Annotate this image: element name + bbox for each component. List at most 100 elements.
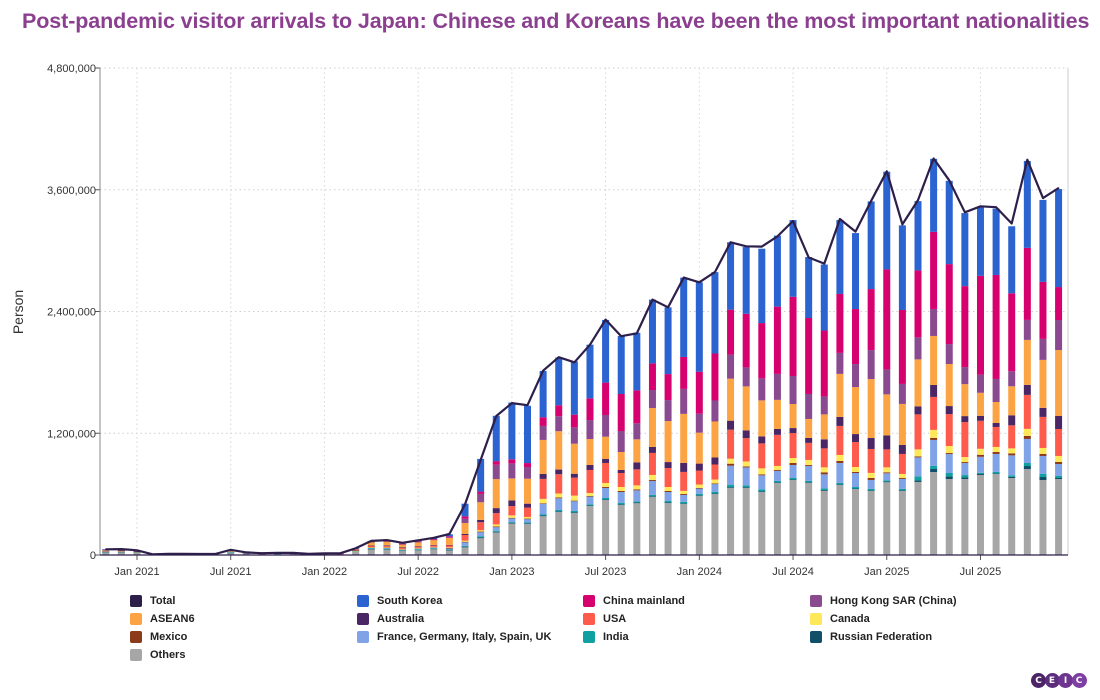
bar-segment-asean6 <box>617 452 625 470</box>
bar-segment-asean6 <box>961 384 969 417</box>
bar-segment-hong-kong-sar-china <box>789 376 797 405</box>
legend-item[interactable]: Others <box>130 649 185 661</box>
bar-segment-hong-kong-sar-china <box>539 425 547 440</box>
bar-segment-india <box>633 501 641 503</box>
legend-item[interactable]: Canada <box>810 613 870 625</box>
legend-item[interactable]: Australia <box>357 613 424 625</box>
bar-segment-others <box>445 549 453 555</box>
y-tick-label: 1,200,000 <box>47 428 96 440</box>
bar-segment-australia <box>695 463 703 471</box>
bar-segment-south-korea <box>1008 226 1016 294</box>
bar-segment-australia <box>680 462 688 472</box>
total-point <box>589 343 591 346</box>
legend-item[interactable]: Mexico <box>130 631 187 643</box>
total-point <box>885 170 888 173</box>
bar-segment-hong-kong-sar-china <box>680 388 688 414</box>
legend-item[interactable]: France, Germany, Italy, Spain, UK <box>357 631 551 643</box>
bar-segment-others <box>883 481 891 555</box>
bar-segment-mexico <box>1039 453 1047 456</box>
bar-segment-hong-kong-sar-china <box>617 431 625 453</box>
bar-segment-usa <box>945 414 953 447</box>
legend-item[interactable]: South Korea <box>357 595 442 607</box>
bar-segment-russian-federation <box>852 488 860 490</box>
bar-segment-hong-kong-sar-china <box>524 467 531 479</box>
bar-segment-india <box>117 551 125 553</box>
bar-segment-asean6 <box>789 404 797 429</box>
bar-segment-australia <box>898 444 906 454</box>
bar-segment-usa <box>414 546 422 548</box>
bar-segment-canada <box>1023 428 1031 436</box>
bar-segment-others <box>555 511 563 555</box>
bar-segment-south-korea <box>461 503 469 517</box>
total-point <box>714 271 716 273</box>
bar-segment-australia <box>727 420 735 430</box>
bar-segment-australia <box>367 545 375 547</box>
bar-segment-usa <box>836 425 844 455</box>
bar-segment-asean6 <box>477 502 485 520</box>
bar-segment-france-germany-italy-spain-uk <box>383 547 391 549</box>
total-point <box>511 402 513 404</box>
legend-swatch <box>357 595 369 607</box>
total-point <box>1010 222 1013 225</box>
legend-swatch <box>130 631 142 643</box>
bar-segment-others <box>586 505 594 555</box>
bar-segment-canada <box>648 474 656 480</box>
total-point <box>651 298 654 301</box>
bar-segment-others <box>695 495 703 555</box>
legend-item[interactable]: ASEAN6 <box>130 613 195 625</box>
bar-segment-france-germany-italy-spain-uk <box>617 491 625 503</box>
bar-segment-asean6 <box>898 403 906 445</box>
bar-segment-russian-federation <box>976 474 984 476</box>
bar-segment-china-mainland <box>1008 293 1016 372</box>
bar-segment-others <box>727 488 735 555</box>
legend-item[interactable]: Russian Federation <box>810 631 932 643</box>
bar-segment-france-germany-italy-spain-uk <box>430 547 438 549</box>
bar-segment-india <box>992 471 1000 474</box>
total-point <box>370 540 373 542</box>
bar-segment-australia <box>477 519 485 523</box>
bar-segment-australia <box>961 416 969 423</box>
bar-segment-russian-federation <box>555 511 563 512</box>
bar-segment-south-korea <box>695 282 703 372</box>
bar-segment-australia <box>227 550 235 552</box>
bar-segment-others <box>852 489 860 555</box>
bar-segment-usa <box>711 464 719 480</box>
legend-item[interactable]: Hong Kong SAR (China) <box>810 595 956 607</box>
bar-segment-others <box>1008 477 1016 555</box>
bar-segment-others <box>117 551 125 555</box>
bar-segment-south-korea <box>976 207 984 276</box>
bar-segment-china-mainland <box>555 405 563 417</box>
total-point <box>167 552 170 555</box>
bar-segment-china-mainland <box>961 286 969 368</box>
bar-segment-china-mainland <box>742 313 750 368</box>
bar-segment-russian-federation <box>789 479 797 481</box>
bar-segment-russian-federation <box>758 491 766 492</box>
legend-item[interactable]: India <box>583 631 629 643</box>
bar-segment-others <box>680 503 688 555</box>
total-point <box>432 536 435 539</box>
bar-segment-asean6 <box>727 378 735 421</box>
bar-segment-others <box>773 482 781 555</box>
bar-segment-russian-federation <box>602 499 610 501</box>
bar-segment-mexico <box>867 477 875 480</box>
bar-segment-asean6 <box>930 335 938 385</box>
bar-segment-south-korea <box>570 361 578 415</box>
legend-label: USA <box>603 613 627 625</box>
bar-segment-mexico <box>883 472 891 474</box>
bar-segment-usa <box>930 396 938 430</box>
legend-item[interactable]: USA <box>583 613 626 625</box>
bar-segment-mexico <box>617 490 625 492</box>
legend-item[interactable]: China mainland <box>583 595 685 607</box>
bar-segment-asean6 <box>820 414 828 440</box>
bar-segment-usa <box>539 478 547 499</box>
bar-segment-others <box>414 549 422 555</box>
bar-segment-mexico <box>555 497 563 499</box>
bar-segment-russian-federation <box>492 531 500 533</box>
bar-segment-france-germany-italy-spain-uk <box>898 478 906 489</box>
bar-segment-hong-kong-sar-china <box>820 396 828 415</box>
legend-item[interactable]: Total <box>130 595 175 607</box>
bar-segment-mexico <box>508 517 516 519</box>
bar-segment-canada <box>914 449 922 457</box>
bar-segment-hong-kong-sar-china <box>430 539 438 541</box>
bar-segment-russian-federation <box>477 537 485 539</box>
